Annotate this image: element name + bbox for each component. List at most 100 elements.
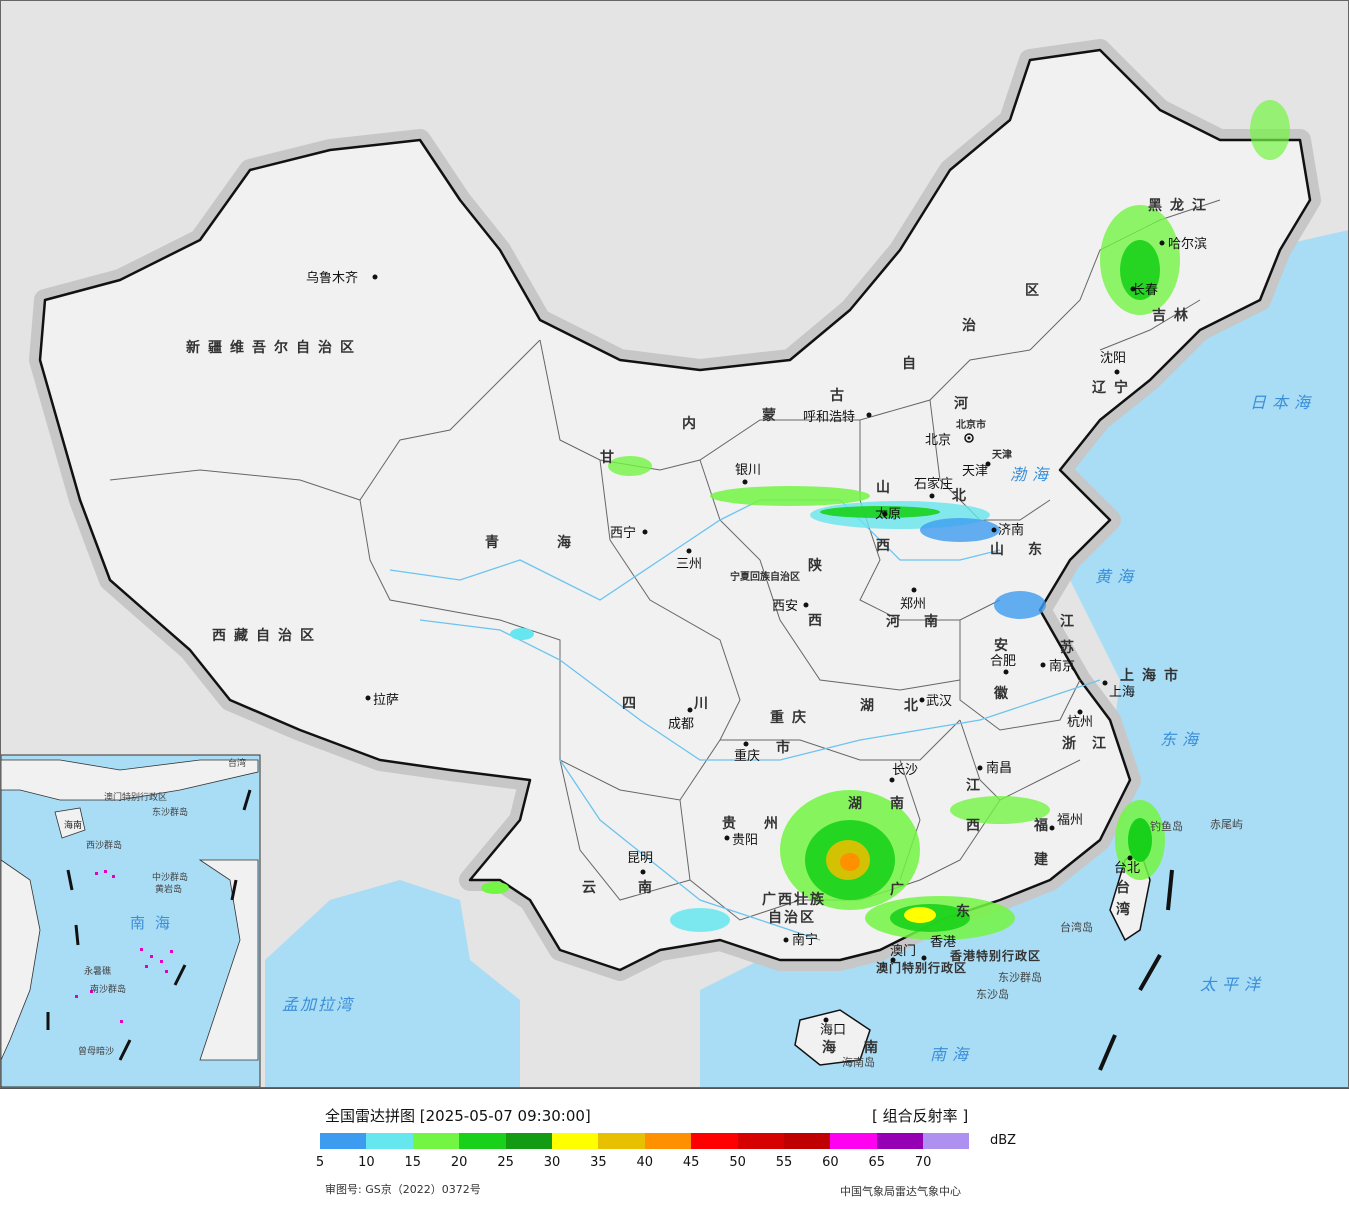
color-swatch [366, 1133, 413, 1149]
label-shanxi-1: 山 [876, 480, 898, 496]
island-labels: 赤尾屿 钓鱼岛 台湾岛 东沙群岛 东沙岛 海南岛 [842, 818, 1243, 1069]
label-sichuan-1: 四 [622, 696, 644, 712]
inset-xisha: 西沙群岛 [86, 839, 122, 851]
label-jiangsu-1: 江 [1060, 613, 1082, 630]
city-harbin: 哈尔滨 [1168, 236, 1207, 252]
sea-huanghai: 黄海 [1095, 567, 1139, 586]
color-swatch [320, 1133, 367, 1149]
label-shanxi-2: 西 [876, 538, 898, 554]
color-scale [320, 1133, 970, 1149]
color-tick-label: 15 [404, 1155, 422, 1170]
label-jilin: 吉林 [1152, 307, 1196, 324]
label-guizhou-1: 贵 [722, 815, 744, 832]
city-nanjing: 南京 [1049, 658, 1075, 674]
echo-northeast [1100, 100, 1290, 315]
label-heilongjiang: 黑龙江 [1148, 197, 1214, 214]
label-yunnan-1: 云 [582, 880, 604, 896]
city-nanchang: 南昌 [986, 760, 1012, 776]
sea-nanhai: 南海 [930, 1045, 974, 1064]
label-hainan-2: 南 [864, 1039, 886, 1056]
city-shenyang: 沈阳 [1100, 351, 1126, 366]
echo-south-china [481, 790, 1165, 940]
color-tick-label: 35 [590, 1155, 607, 1170]
label-jiangsu-2: 苏 [1060, 639, 1082, 656]
color-swatch [876, 1133, 924, 1149]
inset-zengmu: 曾母暗沙 [78, 1045, 114, 1057]
color-swatch [412, 1133, 460, 1149]
label-zhejiang-1: 浙 [1062, 735, 1084, 752]
sea-donghai: 东海 [1160, 730, 1204, 749]
sea-bohai: 渤海 [1010, 465, 1054, 484]
inset-zhongsha: 中沙群岛 [152, 871, 188, 883]
city-shanghai: 上海 [1109, 685, 1135, 700]
city-shijiazhuang: 石家庄 [914, 476, 953, 492]
city-urumqi: 乌鲁木齐 [306, 270, 358, 286]
city-nanning: 南宁 [792, 932, 818, 948]
color-swatch [783, 1133, 831, 1149]
island-dongsha-qundao: 东沙群岛 [998, 970, 1042, 984]
city-lhasa: 拉萨 [373, 693, 399, 708]
label-qinghai-1: 青 [485, 534, 507, 551]
label-tianjin-region: 天津 [992, 448, 1012, 461]
label-shaanxi-1: 陕 [808, 557, 830, 574]
color-tick-label: 25 [497, 1155, 514, 1170]
inset-nanhai: 南海 [130, 914, 180, 932]
inset-dongsha: 东沙群岛 [152, 806, 188, 818]
sea-riben: 日本海 [1250, 393, 1316, 412]
city-haikou: 海口 [820, 1023, 846, 1038]
island-hainan: 海南岛 [842, 1055, 875, 1069]
color-tick-label: 40 [636, 1155, 654, 1170]
color-scale-ticks: 5 10 15 20 25 30 35 40 45 50 55 60 65 70 [316, 1155, 970, 1173]
inset-aomen: 澳门特别行政区 [104, 791, 167, 803]
city-wuhan: 武汉 [926, 694, 952, 709]
city-markers [365, 240, 1165, 1023]
china-land [38, 48, 1312, 972]
city-guiyang: 贵阳 [732, 833, 758, 848]
city-labels: 乌鲁木齐 拉萨 西宁 三州 银川 呼和浩特 北京 天津 石家庄 太原 济南 西安… [306, 236, 1207, 1038]
label-jiangxi-1: 江 [966, 777, 988, 794]
south-china-sea-inset: 南海 海南 西沙群岛 中沙群岛 南沙群岛 东沙群岛 黄岩岛 曾母暗沙 台湾 澳门… [0, 754, 261, 1088]
color-swatch [691, 1133, 738, 1149]
label-zhejiang-2: 江 [1092, 735, 1114, 752]
label-qinghai-2: 海 [557, 534, 579, 551]
label-neimenggu-6: 区 [1025, 283, 1047, 299]
label-macau: 澳门特别行政区 [876, 960, 967, 975]
label-hubei-2: 北 [904, 698, 926, 714]
label-hainan-1: 海 [822, 1039, 844, 1056]
city-hohhot: 呼和浩特 [803, 410, 855, 425]
label-fujian-1: 福 [1033, 817, 1056, 834]
color-tick-label: 60 [822, 1155, 839, 1170]
inset-yongshu: 永暑礁 [84, 965, 111, 977]
label-shandong-2: 东 [1028, 541, 1050, 558]
label-hunan-2: 南 [890, 795, 912, 812]
color-tick-label: 5 [315, 1155, 325, 1170]
label-shandong-1: 山 [990, 542, 1012, 558]
color-tick-label: 45 [682, 1155, 700, 1170]
label-yunnan-2: 南 [638, 879, 660, 896]
sea-taipingyang: 太平洋 [1200, 975, 1266, 994]
label-chongqing-2: 市 [776, 739, 798, 756]
color-tick-label: 30 [543, 1155, 561, 1170]
city-yinchuan: 银川 [735, 463, 761, 478]
label-chongqing-1: 重庆 [770, 709, 814, 726]
rivers [389, 499, 1101, 941]
city-chongqing: 重庆 [734, 748, 760, 764]
echo-west [510, 456, 652, 640]
color-swatch [737, 1133, 784, 1149]
island-chiwei: 赤尾屿 [1210, 818, 1243, 831]
label-neimenggu-3: 古 [830, 387, 852, 404]
label-neimenggu-4: 自 [902, 355, 924, 372]
label-henan-1: 河 [886, 613, 908, 630]
color-swatch [598, 1133, 645, 1149]
city-chengdu: 成都 [668, 717, 694, 732]
city-tianjin: 天津 [962, 464, 988, 479]
color-swatch [505, 1133, 552, 1149]
label-hebei-2: 北 [952, 488, 974, 504]
city-beijing: 北京 [925, 433, 951, 448]
label-guangdong-1: 广 [890, 881, 912, 898]
inset-nansha: 南沙群岛 [90, 983, 126, 995]
legend-product: [ 组合反射率 ] [872, 1107, 969, 1125]
legend-panel: 全国雷达拼图 [2025-05-07 09:30:00] [ 组合反射率 ] 5… [0, 1088, 1349, 1209]
label-hebei-1: 河 [954, 395, 976, 412]
inset-hainan: 海南 [64, 819, 82, 831]
